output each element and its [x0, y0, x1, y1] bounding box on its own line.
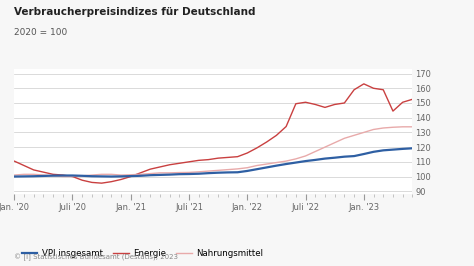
Text: Verbraucherpreisindizes für Deutschland: Verbraucherpreisindizes für Deutschland — [14, 7, 255, 17]
Legend: VPI insgesamt, Energie, Nahrungsmittel: VPI insgesamt, Energie, Nahrungsmittel — [18, 246, 266, 262]
Text: © [i] Statistisches Bundesamt (Destatis), 2023: © [i] Statistisches Bundesamt (Destatis)… — [14, 253, 178, 261]
Text: 2020 = 100: 2020 = 100 — [14, 28, 67, 37]
